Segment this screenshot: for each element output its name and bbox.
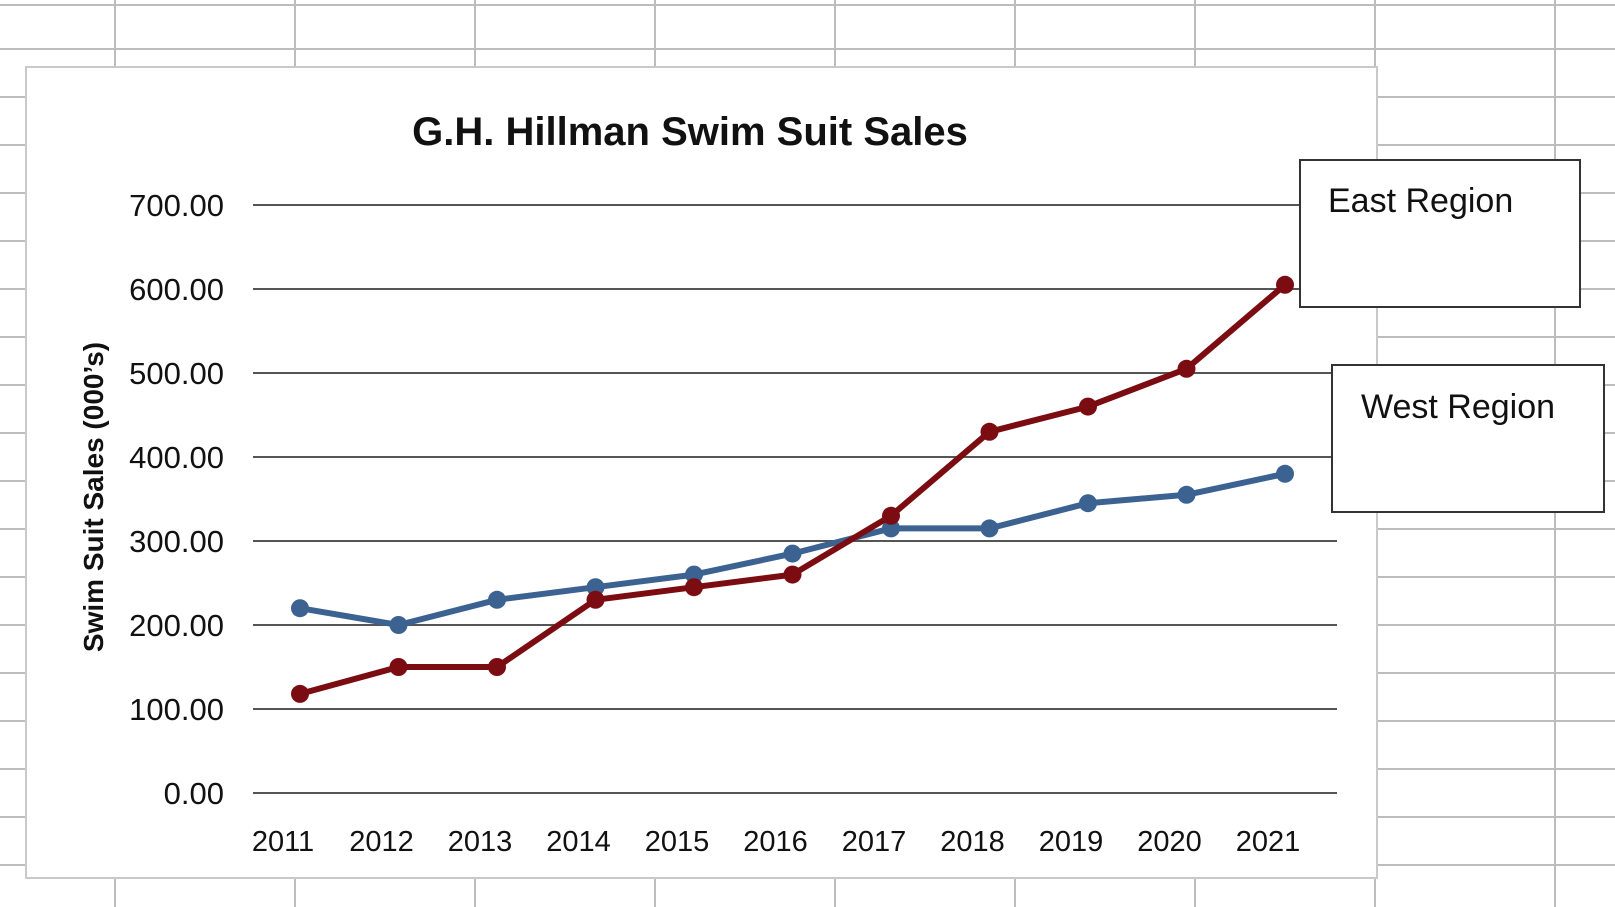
west-region-point — [586, 578, 605, 597]
east-region-callout-box — [1299, 159, 1581, 308]
series-layer — [291, 275, 1294, 703]
west-region-point — [685, 565, 703, 584]
x-tick-label: 2018 — [940, 826, 1005, 858]
x-tick-label: 2019 — [1039, 826, 1104, 858]
east-region-point — [882, 506, 900, 525]
x-tick-label: 2020 — [1137, 826, 1202, 858]
east-region-callout: East Region — [1299, 159, 1581, 308]
east-region-point — [980, 422, 999, 441]
west-region-callout-box — [1331, 364, 1605, 513]
x-tick-label: 2012 — [349, 826, 414, 858]
east-region-callout-label: East Region — [1328, 182, 1513, 220]
west-region-point — [882, 519, 900, 538]
y-tick-label: 600.00 — [129, 272, 224, 307]
y-axis-tick-labels: 0.00 100.00 200.00 300.00 400.00 500.00 600.00… — [129, 188, 224, 811]
east-region-point — [783, 565, 802, 584]
east-region-point — [488, 658, 506, 676]
y-tick-label: 100.00 — [129, 692, 224, 727]
y-tick-label: 200.00 — [129, 608, 224, 643]
x-axis-tick-labels: 2011 2012 2013 2014 2015 2016 2017 2018 2019 2020… — [252, 826, 1300, 858]
west-region-point — [1079, 494, 1097, 513]
y-tick-label: 0.00 — [164, 776, 224, 811]
east-region-point — [1177, 359, 1196, 378]
x-tick-label: 2017 — [842, 826, 907, 858]
chart-area-frame — [25, 66, 1378, 879]
y-tick-label: 500.00 — [129, 356, 224, 391]
y-axis-label: Swim Suit Sales (000’s) — [78, 342, 109, 652]
chart-title: G.H. Hillman Swim Suit Sales — [412, 110, 968, 154]
x-tick-label: 2021 — [1236, 826, 1301, 858]
east-region-series — [291, 275, 1294, 703]
west-region-callout: West Region — [1331, 364, 1605, 513]
y-tick-label: 700.00 — [129, 188, 224, 223]
east-region-point — [1079, 397, 1097, 416]
x-tick-label: 2016 — [743, 826, 808, 858]
x-tick-label: 2015 — [645, 826, 710, 858]
east-region-point — [586, 590, 605, 609]
y-tick-label: 400.00 — [129, 440, 224, 475]
west-region-point — [1177, 485, 1196, 504]
y-tick-label: 300.00 — [129, 524, 224, 559]
west-region-series — [291, 464, 1294, 634]
east-region-point — [1276, 275, 1294, 294]
west-region-point — [980, 519, 999, 538]
east-region-point — [685, 578, 703, 597]
east-region-point — [389, 658, 408, 676]
west-region-point — [783, 544, 802, 563]
x-tick-label: 2014 — [546, 826, 611, 858]
x-tick-label: 2011 — [252, 826, 314, 858]
west-region-point — [1276, 464, 1294, 483]
east-region-point — [291, 684, 309, 703]
west-region-point — [389, 616, 408, 634]
plot-gridlines — [253, 204, 1337, 794]
west-region-callout-label: West Region — [1361, 388, 1555, 426]
x-tick-label: 2013 — [448, 826, 513, 858]
west-region-point — [488, 590, 506, 609]
west-region-point — [291, 599, 309, 618]
